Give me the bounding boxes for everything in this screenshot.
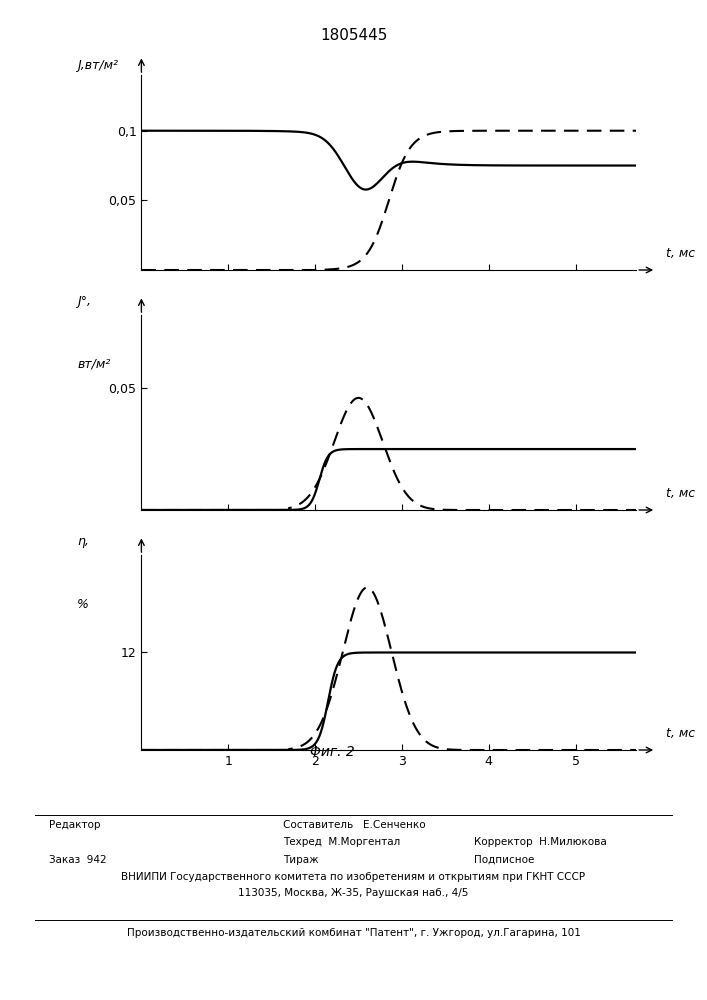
Text: Корректор  Н.Милюкова: Корректор Н.Милюкова xyxy=(474,837,607,847)
Text: η,: η, xyxy=(77,535,89,548)
Text: Тираж: Тираж xyxy=(283,855,318,865)
Text: Техред  М.Моргентал: Техред М.Моргентал xyxy=(283,837,400,847)
Text: t, мс: t, мс xyxy=(666,727,695,740)
Text: Заказ  942: Заказ 942 xyxy=(49,855,107,865)
Text: Составитель   Е.Сенченко: Составитель Е.Сенченко xyxy=(283,820,426,830)
Text: %: % xyxy=(77,598,89,611)
Text: 1805445: 1805445 xyxy=(320,28,387,43)
Text: ВНИИПИ Государственного комитета по изобретениям и открытиям при ГКНТ СССР: ВНИИПИ Государственного комитета по изоб… xyxy=(122,872,585,882)
Text: Φиг. 2: Φиг. 2 xyxy=(310,745,355,759)
Text: 113035, Москва, Ж-35, Раушская наб., 4/5: 113035, Москва, Ж-35, Раушская наб., 4/5 xyxy=(238,888,469,898)
Text: Производственно-издательский комбинат "Патент", г. Ужгород, ул.Гагарина, 101: Производственно-издательский комбинат "П… xyxy=(127,928,580,938)
Text: t, мс: t, мс xyxy=(666,247,695,260)
Text: J°,: J°, xyxy=(77,296,91,308)
Text: вт/м²: вт/м² xyxy=(77,358,110,371)
Text: J,вт/м²: J,вт/м² xyxy=(77,59,118,72)
Text: Подписное: Подписное xyxy=(474,855,534,865)
Text: t, мс: t, мс xyxy=(666,487,695,500)
Text: Редактор: Редактор xyxy=(49,820,101,830)
